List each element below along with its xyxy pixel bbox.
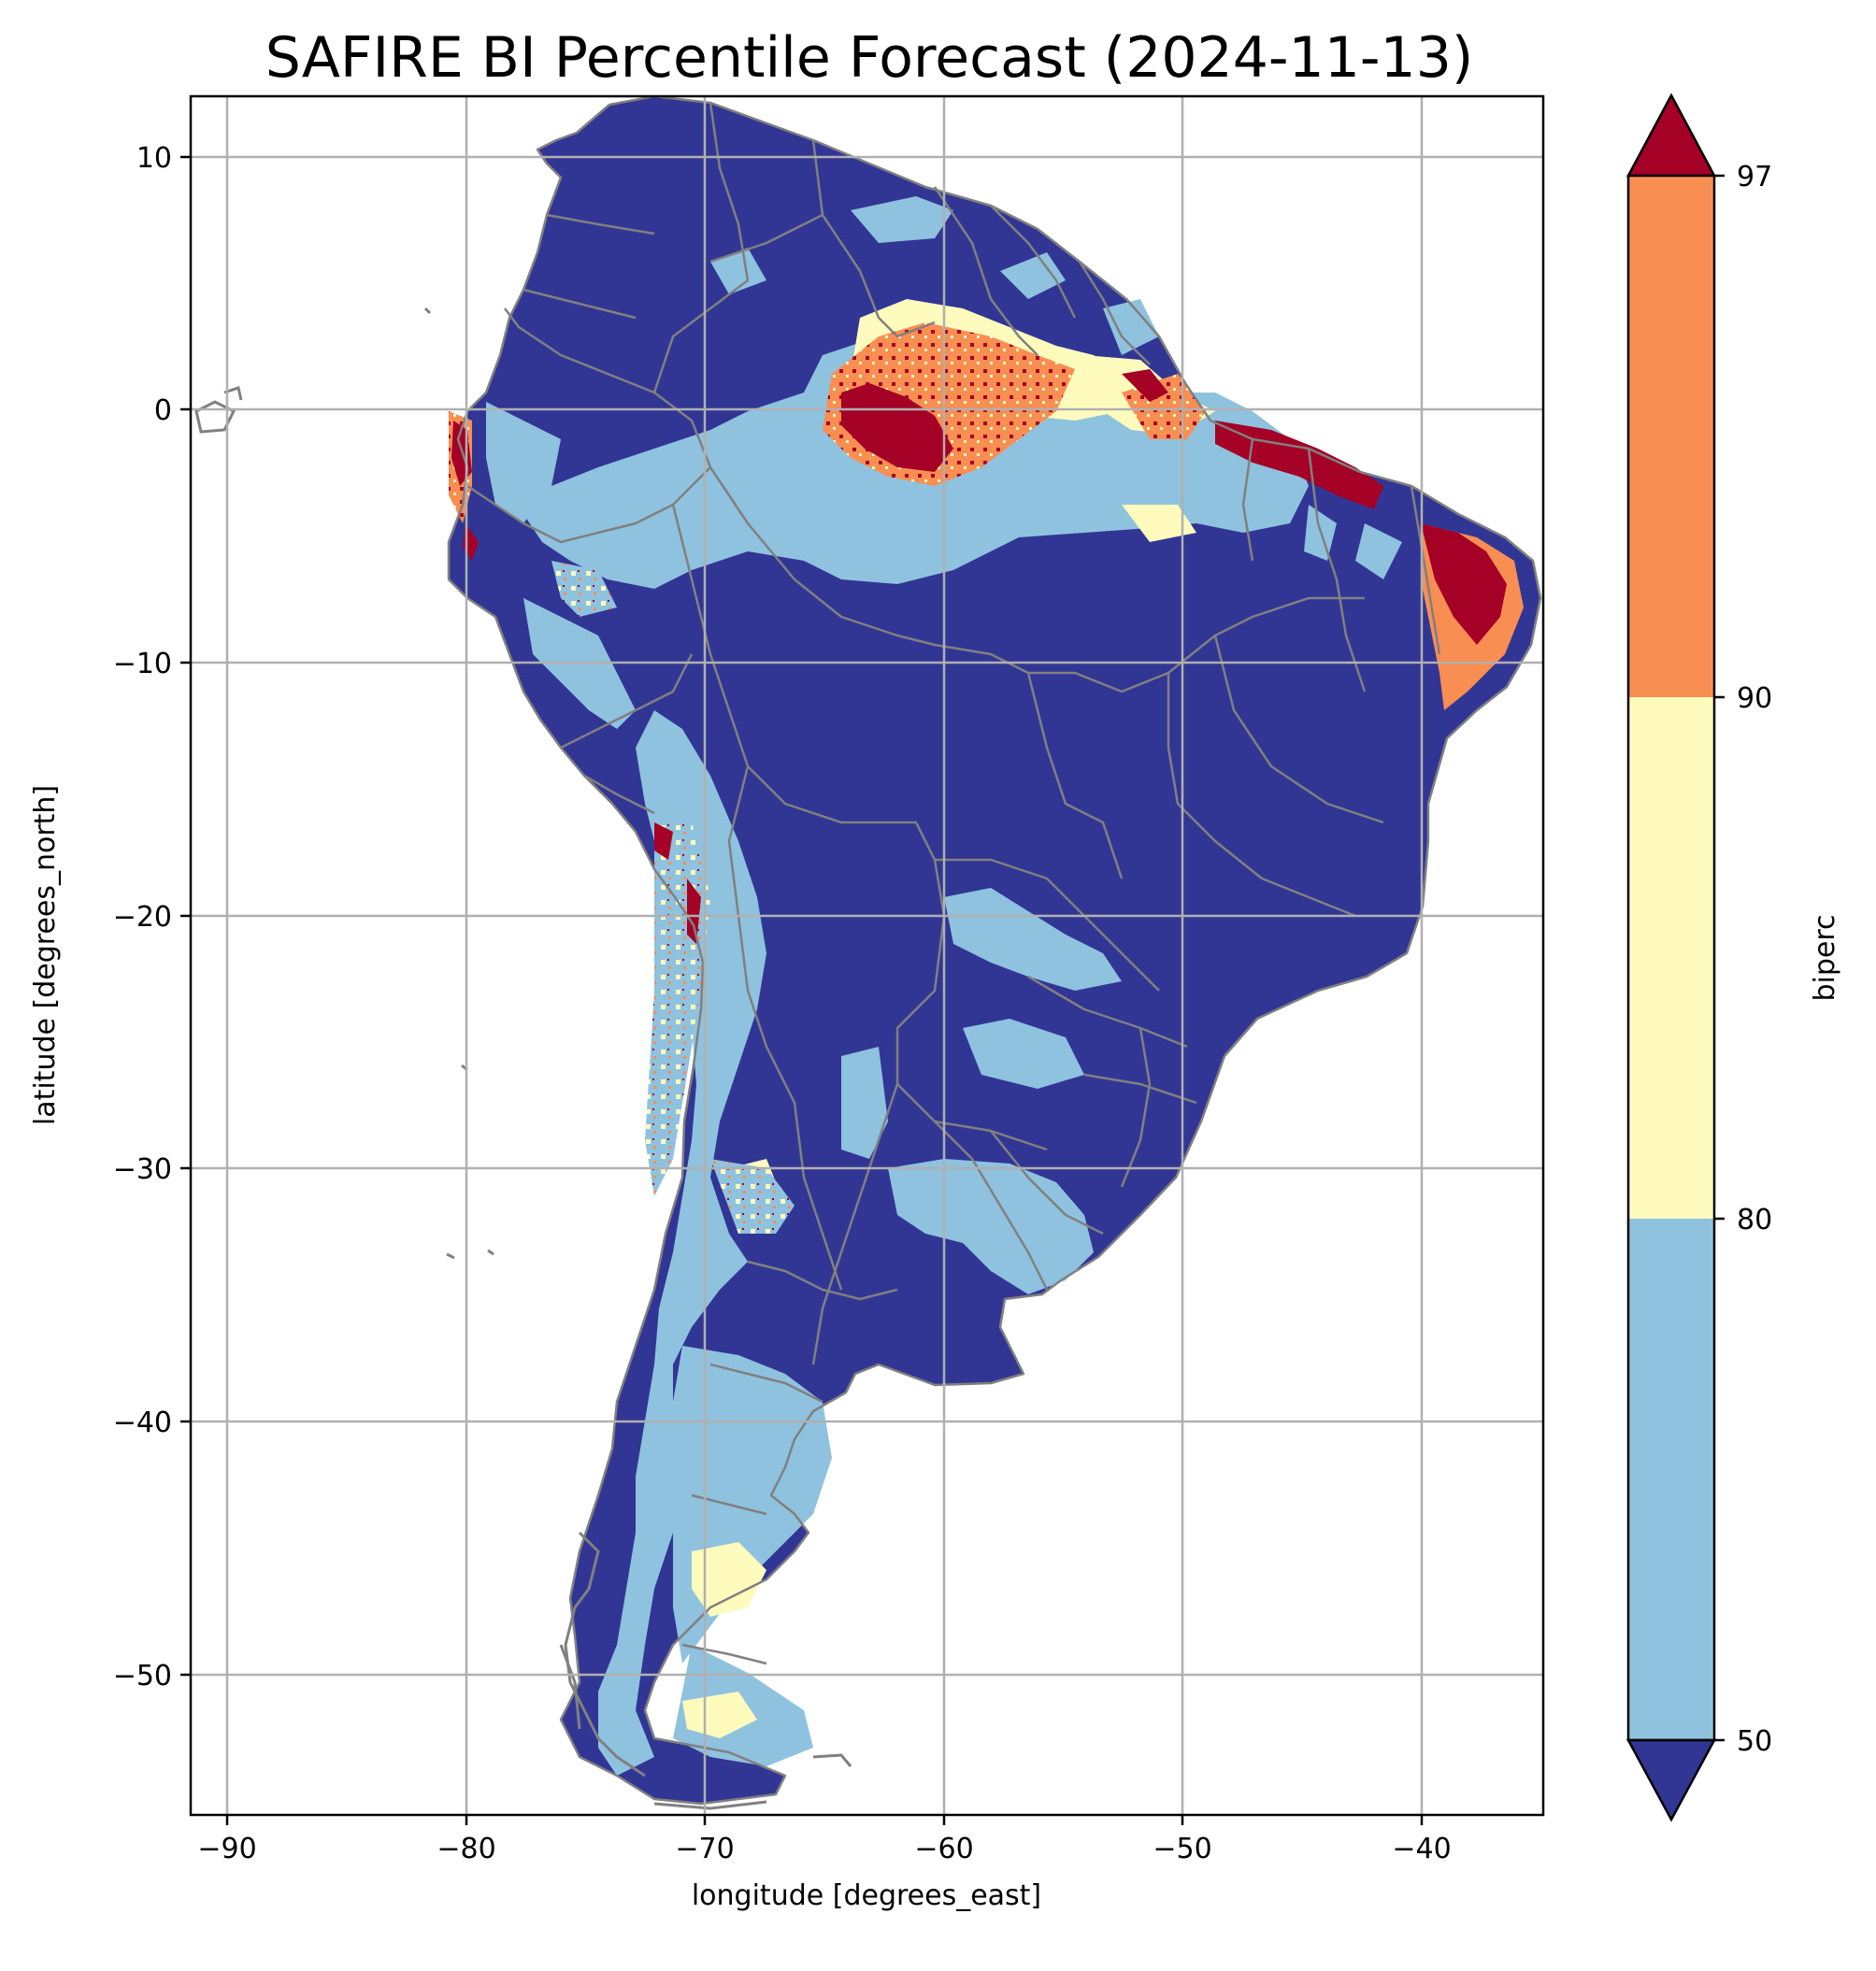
x-tick-label: −50 (1153, 1833, 1211, 1865)
y-tick-label: −50 (113, 1660, 172, 1692)
admin-borders (447, 96, 1542, 1806)
y-tick-label: −10 (113, 648, 172, 680)
colorbar-tick-label: 97 (1737, 161, 1772, 193)
colorbar-band-80-90 (1628, 697, 1714, 1219)
axes-frame (189, 94, 1545, 1817)
colorbar-extend-under (1625, 1738, 1717, 1822)
map-layers (191, 96, 1543, 1815)
band-above-97-regions (451, 369, 1507, 944)
colorbar-label: biperc (1809, 914, 1841, 1001)
colorbar-tick-label: 80 (1737, 1204, 1772, 1236)
x-tick-label: −40 (1392, 1833, 1451, 1865)
colorbar: 97 90 80 50 biperc (1625, 93, 1841, 1822)
chart-title: SAFIRE BI Percentile Forecast (2024-11-1… (265, 25, 1474, 91)
x-tick-label: −80 (437, 1833, 495, 1865)
x-tick-label: −60 (914, 1833, 973, 1865)
x-axis-label: longitude [degrees_east] (692, 1879, 1041, 1912)
x-tick-label: −90 (197, 1833, 256, 1865)
colorbar-band-50-80 (1628, 1219, 1714, 1740)
grid-lines (191, 96, 1543, 1815)
colorbar-tick-label: 90 (1737, 682, 1772, 715)
y-tick-label: −40 (113, 1407, 172, 1439)
islands (194, 307, 852, 1810)
x-axis: −90 −80 −70 −60 −50 −40 longitude [degre… (197, 1815, 1452, 1912)
colorbar-band-90-97 (1628, 176, 1714, 697)
y-tick-label: 0 (154, 394, 172, 427)
colorbar-extend-over (1625, 93, 1717, 178)
map-axes: −90 −80 −70 −60 −50 −40 longitude [degre… (29, 94, 1545, 1912)
y-tick-label: −30 (113, 1153, 172, 1186)
x-tick-label: −70 (675, 1833, 734, 1865)
colorbar-frame (1626, 174, 1716, 1742)
y-tick-label: −20 (113, 901, 172, 934)
colorbar-tick-label: 50 (1737, 1725, 1772, 1758)
y-axis-label: latitude [degrees_north] (29, 785, 62, 1125)
y-axis: 10 0 −10 −20 −30 −40 −50 latitude [degre… (29, 142, 191, 1692)
y-tick-label: 10 (136, 142, 172, 175)
